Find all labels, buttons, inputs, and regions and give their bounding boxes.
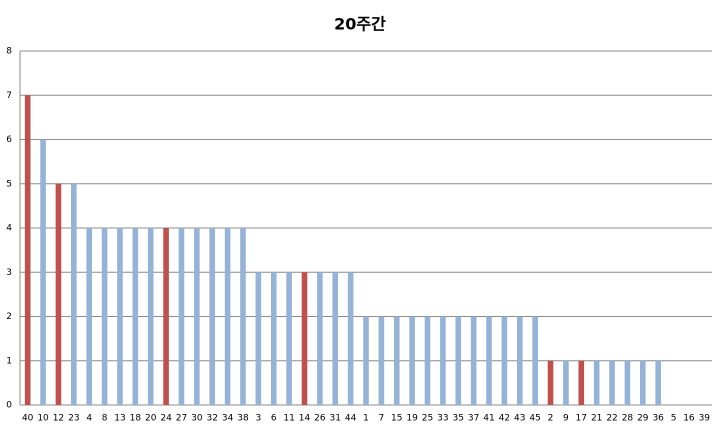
bar bbox=[640, 360, 646, 405]
x-tick-label: 2 bbox=[548, 414, 554, 424]
y-tick-label: 1 bbox=[6, 356, 12, 366]
x-tick-label: 43 bbox=[514, 414, 525, 424]
bar bbox=[55, 183, 62, 405]
bar bbox=[470, 316, 477, 405]
x-tick-label: 38 bbox=[237, 414, 249, 424]
bar bbox=[209, 228, 216, 405]
bar bbox=[270, 272, 277, 405]
bar bbox=[532, 316, 538, 405]
x-tick-label: 20 bbox=[145, 414, 157, 424]
x-tick-label: 23 bbox=[68, 414, 79, 424]
bar bbox=[655, 360, 661, 405]
bar bbox=[563, 360, 569, 405]
bar bbox=[194, 228, 200, 405]
bar bbox=[378, 316, 385, 405]
x-tick-label: 39 bbox=[699, 414, 711, 424]
bar bbox=[117, 228, 123, 405]
x-tick-label: 5 bbox=[671, 414, 677, 424]
bar bbox=[132, 228, 139, 405]
x-tick-label: 27 bbox=[176, 414, 187, 424]
bar bbox=[409, 316, 415, 405]
x-tick-label: 42 bbox=[499, 414, 510, 424]
bar bbox=[455, 316, 462, 405]
bar bbox=[393, 316, 400, 405]
bar bbox=[255, 272, 262, 405]
bar bbox=[332, 272, 339, 405]
y-tick-label: 7 bbox=[6, 91, 12, 101]
bar bbox=[24, 95, 31, 405]
bar bbox=[178, 228, 185, 405]
bar bbox=[240, 228, 246, 405]
x-tick-label: 41 bbox=[483, 414, 494, 424]
x-tick-label: 35 bbox=[453, 414, 464, 424]
x-tick-label: 34 bbox=[222, 414, 234, 424]
bar bbox=[593, 360, 600, 405]
bar bbox=[317, 272, 323, 405]
bar bbox=[547, 360, 554, 405]
x-tick-label: 32 bbox=[206, 414, 217, 424]
x-tick-label: 28 bbox=[622, 414, 634, 424]
y-tick-label: 5 bbox=[6, 179, 12, 189]
y-tick-label: 2 bbox=[6, 312, 12, 322]
x-tick-label: 8 bbox=[102, 414, 108, 424]
x-tick-label: 11 bbox=[283, 414, 294, 424]
bar bbox=[609, 360, 615, 405]
x-tick-label: 26 bbox=[314, 414, 326, 424]
bar bbox=[71, 183, 77, 405]
x-tick-label: 19 bbox=[406, 414, 418, 424]
x-tick-label: 15 bbox=[391, 414, 402, 424]
x-tick-label: 45 bbox=[529, 414, 540, 424]
bar bbox=[624, 360, 631, 405]
x-tick-label: 3 bbox=[255, 414, 261, 424]
x-tick-label: 24 bbox=[160, 414, 172, 424]
bar bbox=[101, 228, 108, 405]
x-tick-label: 37 bbox=[468, 414, 479, 424]
x-tick-label: 36 bbox=[652, 414, 664, 424]
y-tick-label: 6 bbox=[6, 135, 12, 145]
x-tick-label: 25 bbox=[422, 414, 433, 424]
bar bbox=[578, 360, 585, 405]
bar bbox=[516, 316, 523, 405]
bar bbox=[501, 316, 508, 405]
x-tick-label: 18 bbox=[130, 414, 142, 424]
x-tick-label: 40 bbox=[22, 414, 34, 424]
x-tick-label: 13 bbox=[114, 414, 125, 424]
bar bbox=[424, 316, 431, 405]
x-tick-label: 16 bbox=[683, 414, 695, 424]
bar bbox=[363, 316, 369, 405]
x-tick-label: 21 bbox=[591, 414, 602, 424]
y-tick-label: 0 bbox=[6, 401, 12, 411]
bar bbox=[147, 228, 154, 405]
y-tick-label: 3 bbox=[6, 268, 12, 278]
x-tick-label: 44 bbox=[345, 414, 357, 424]
y-tick-label: 8 bbox=[6, 47, 12, 57]
x-tick-label: 10 bbox=[37, 414, 49, 424]
y-tick-label: 4 bbox=[6, 224, 12, 234]
bar bbox=[40, 139, 46, 405]
x-tick-label: 1 bbox=[363, 414, 369, 424]
bar bbox=[347, 272, 354, 405]
x-tick-label: 31 bbox=[330, 414, 341, 424]
x-tick-label: 14 bbox=[299, 414, 311, 424]
x-tick-label: 6 bbox=[271, 414, 277, 424]
bar bbox=[440, 316, 446, 405]
chart-title: 20주간 bbox=[334, 15, 386, 34]
x-tick-label: 12 bbox=[53, 414, 64, 424]
bar bbox=[224, 228, 231, 405]
bar bbox=[163, 228, 169, 405]
bar bbox=[86, 228, 92, 405]
x-tick-label: 4 bbox=[86, 414, 92, 424]
bar bbox=[486, 316, 492, 405]
x-tick-label: 30 bbox=[191, 414, 203, 424]
bar bbox=[286, 272, 292, 405]
x-tick-label: 7 bbox=[379, 414, 385, 424]
x-tick-label: 22 bbox=[606, 414, 617, 424]
x-tick-label: 17 bbox=[576, 414, 587, 424]
bar bbox=[301, 272, 308, 405]
x-tick-label: 29 bbox=[637, 414, 649, 424]
x-tick-label: 33 bbox=[437, 414, 448, 424]
x-tick-label: 9 bbox=[563, 414, 569, 424]
